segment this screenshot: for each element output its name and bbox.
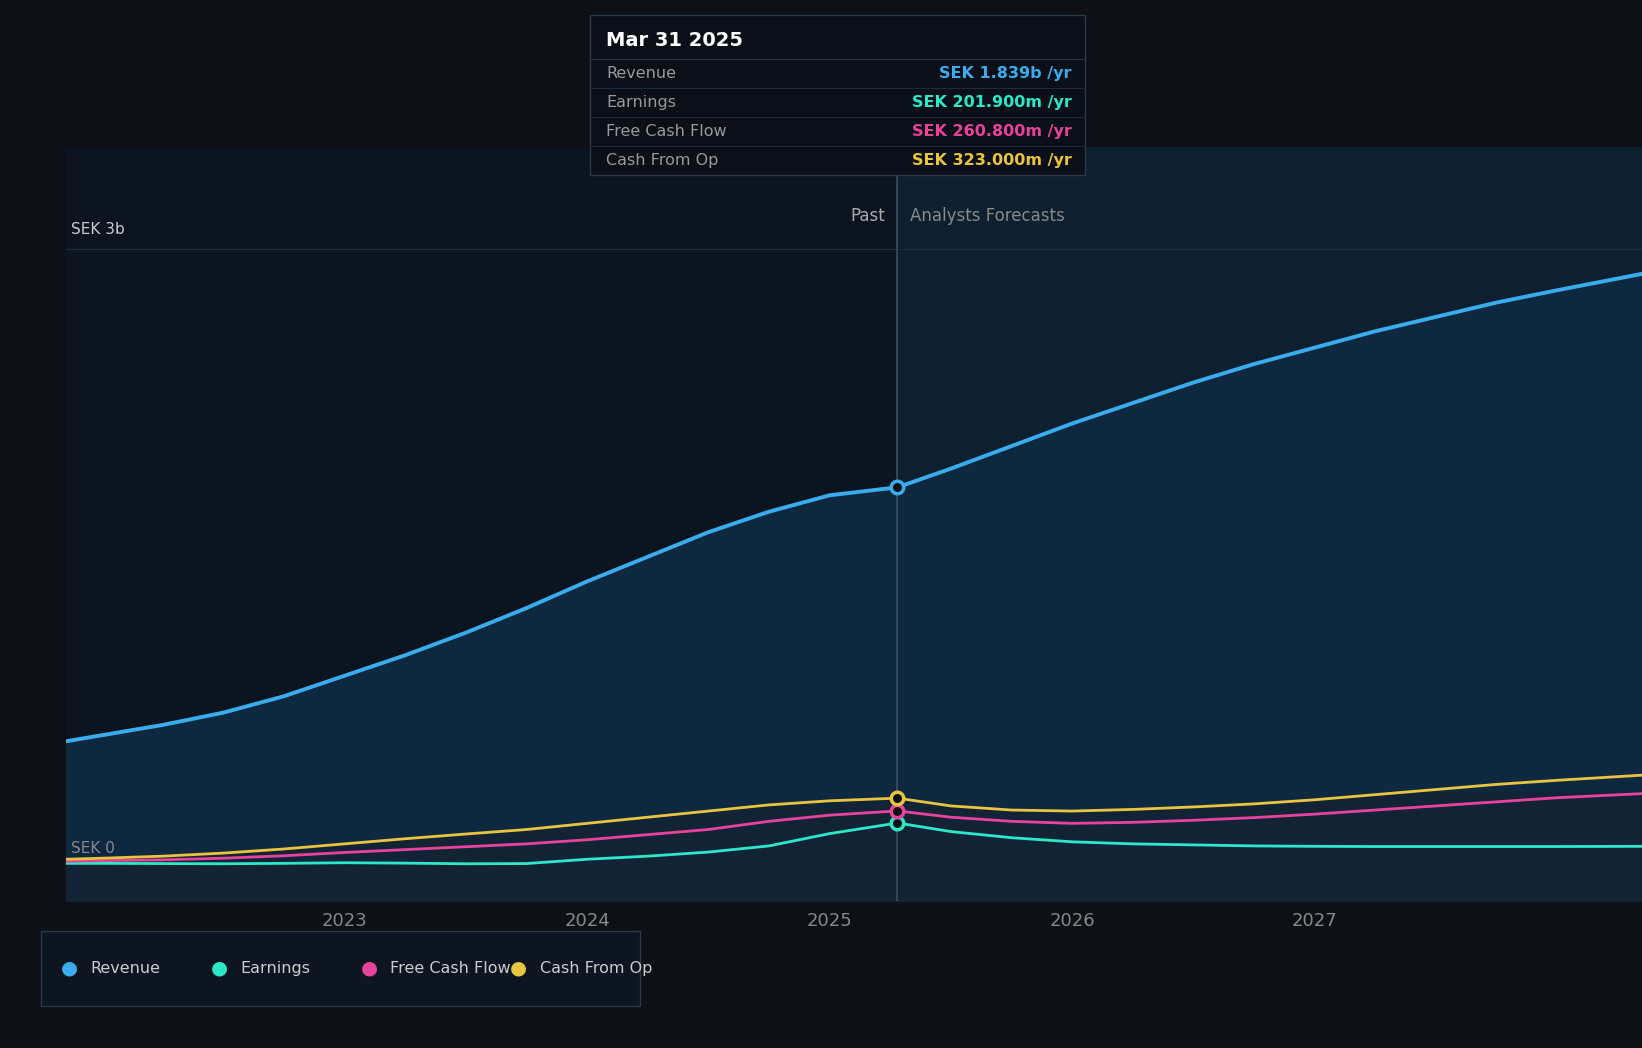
Text: Revenue: Revenue: [90, 961, 161, 976]
Text: Earnings: Earnings: [240, 961, 310, 976]
Text: Past: Past: [851, 206, 885, 224]
Bar: [898, 147, 1642, 901]
Text: ●: ●: [61, 959, 77, 978]
Text: Cash From Op: Cash From Op: [606, 153, 719, 168]
Text: Mar 31 2025: Mar 31 2025: [606, 30, 744, 49]
Text: Free Cash Flow: Free Cash Flow: [606, 124, 727, 139]
Text: SEK 1.839b /yr: SEK 1.839b /yr: [939, 66, 1072, 81]
Text: Earnings: Earnings: [606, 95, 677, 110]
Text: Free Cash Flow: Free Cash Flow: [391, 961, 511, 976]
Bar: [66, 147, 898, 901]
Text: SEK 260.800m /yr: SEK 260.800m /yr: [911, 124, 1072, 139]
Text: SEK 3b: SEK 3b: [71, 222, 125, 237]
Text: Cash From Op: Cash From Op: [540, 961, 652, 976]
Text: Revenue: Revenue: [606, 66, 677, 81]
Text: SEK 323.000m /yr: SEK 323.000m /yr: [911, 153, 1072, 168]
Text: SEK 201.900m /yr: SEK 201.900m /yr: [911, 95, 1072, 110]
Text: Analysts Forecasts: Analysts Forecasts: [910, 206, 1064, 224]
Text: ●: ●: [210, 959, 228, 978]
Text: ●: ●: [511, 959, 527, 978]
Text: ●: ●: [361, 959, 378, 978]
Text: SEK 0: SEK 0: [71, 842, 115, 856]
